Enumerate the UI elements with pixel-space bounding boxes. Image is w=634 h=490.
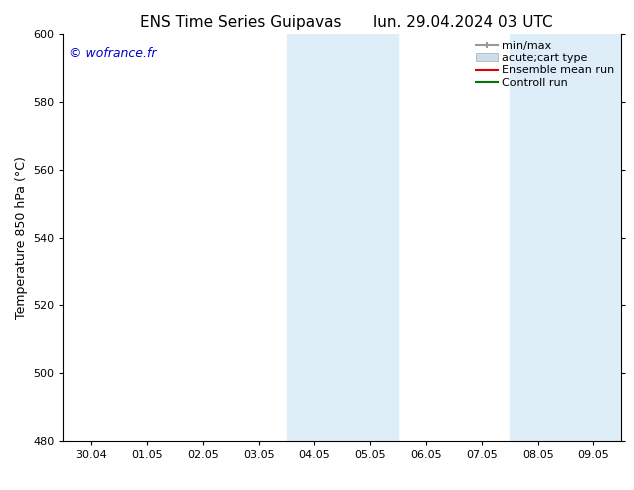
Bar xyxy=(566,34,621,441)
Bar xyxy=(342,34,398,441)
Y-axis label: Temperature 850 hPa (°C): Temperature 850 hPa (°C) xyxy=(15,156,27,319)
Text: lun. 29.04.2024 03 UTC: lun. 29.04.2024 03 UTC xyxy=(373,15,553,30)
Legend: min/max, acute;cart type, Ensemble mean run, Controll run: min/max, acute;cart type, Ensemble mean … xyxy=(471,37,619,92)
Bar xyxy=(287,34,342,441)
Bar xyxy=(510,34,566,441)
Text: ENS Time Series Guipavas: ENS Time Series Guipavas xyxy=(140,15,342,30)
Text: © wofrance.fr: © wofrance.fr xyxy=(69,47,157,59)
